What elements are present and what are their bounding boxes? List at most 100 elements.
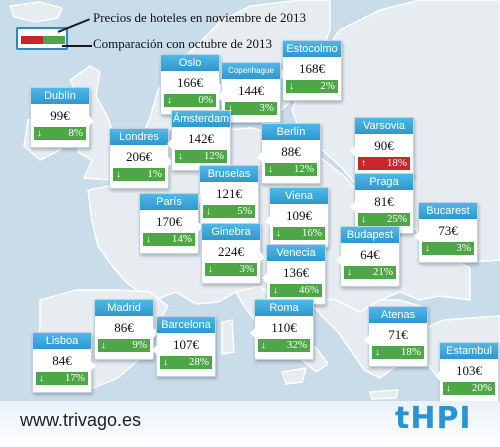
city-name: Barcelona [157,317,215,333]
city-change-bar: ↓ 25% [358,213,410,226]
city-change-percent: 18% [386,157,407,169]
sicily-land [281,367,307,385]
arrow-down-icon: ↓ [101,340,106,351]
city-card-varsovia: Varsovia 90€ ↑ 18% [350,117,414,178]
arrow-down-icon: ↓ [178,151,183,162]
city-change-bar: ↓ 20% [443,382,495,395]
arrow-down-icon: ↓ [361,214,366,225]
arrow-down-icon: ↓ [261,340,266,351]
city-change-percent: 3% [239,263,254,275]
city-price: 206€ [126,149,152,164]
city-price: 88€ [281,144,301,159]
arrow-down-icon: ↓ [167,95,172,106]
city-card-bruselas: Bruselas 121€ ↓ 5% [195,165,259,226]
city-card-bucarest: Bucarest 73€ ↓ 3% [414,202,478,263]
city-name: Dublín [31,88,89,104]
city-price: 168€ [299,61,325,76]
card-pointer [260,252,270,262]
arrow-down-icon: ↓ [289,81,294,92]
card-pointer [409,231,419,241]
city-price: 81€ [374,194,394,209]
city-change-bar: ↓ 17% [36,372,88,385]
city-change-percent: 17% [64,372,85,384]
city-price: 142€ [188,131,214,146]
city-name: Oslo [161,55,219,71]
city-price: 71€ [388,327,408,342]
city-name: Viena [270,188,328,204]
city-card-londres: Londres 206€ ↓ 1% [109,128,173,189]
arrow-down-icon: ↓ [425,243,430,254]
city-card-amsterdam: Ámsterdam 142€ ↓ 12% [167,110,231,171]
city-change-bar: ↓ 18% [372,346,424,359]
city-change-bar: ↓ 2% [286,80,338,93]
arrow-down-icon: ↓ [273,285,278,296]
city-name: Venecia [267,245,325,261]
city-price: 107€ [173,337,199,352]
city-name: Lisboa [33,333,91,349]
city-price: 99€ [50,108,70,123]
legend-increase-swatch [21,36,43,44]
city-name: Budapest [341,227,399,243]
city-change-percent: 1% [147,168,162,180]
city-change-percent: 5% [237,205,252,217]
card-pointer [252,152,262,162]
city-card-paris: París 170€ ↓ 14% [139,193,203,254]
city-price: 166€ [177,75,203,90]
card-pointer [89,116,99,126]
card-pointer [345,146,355,156]
arrow-down-icon: ↓ [146,234,151,245]
legend-price-label: Precios de hoteles en noviembre de 2013 [93,10,306,25]
city-name: Varsovia [355,118,413,134]
city-price: 90€ [374,138,394,153]
card-pointer [212,91,222,101]
arrow-down-icon: ↓ [39,373,44,384]
card-pointer [257,273,267,283]
city-change-percent: 2% [320,80,335,92]
thpi-logo: tHPI [395,401,472,436]
city-name: Estocolmo [283,41,341,57]
city-change-bar: ↓ 9% [98,339,150,352]
city-change-percent: 18% [400,346,421,358]
city-name: Estambul [440,343,498,359]
arrow-down-icon: ↓ [375,347,380,358]
card-pointer [245,328,255,338]
city-price: 224€ [218,244,244,259]
city-card-praga: Praga 81€ ↓ 25% [350,173,414,234]
city-change-bar: ↑ 18% [358,157,410,170]
city-change-bar: ↓ 0% [164,94,216,107]
legend-change-leader [62,45,92,47]
city-card-ginebra: Ginebra 224€ ↓ 3% [201,223,265,284]
city-card-barcelona: Barcelona 107€ ↓ 28% [152,316,216,377]
sardinia-land [221,319,235,355]
city-change-percent: 9% [132,339,147,351]
city-price: 136€ [283,265,309,280]
card-pointer [331,255,341,265]
arrow-down-icon: ↓ [268,164,273,175]
city-name: París [140,194,198,210]
city-change-percent: 3% [259,102,274,114]
city-card-roma: Roma 110€ ↓ 32% [250,299,314,360]
arrow-up-icon: ↑ [361,158,366,169]
card-pointer [168,157,178,167]
city-change-percent: 3% [456,242,471,254]
city-card-copenhague: Copenhague 144€ ↓ 3% [217,62,281,123]
card-pointer [359,335,369,345]
city-change-bar: ↓ 46% [270,284,322,297]
city-price: 110€ [271,320,297,335]
crete-land [369,389,399,400]
city-name: Berlín [262,124,320,140]
city-card-lisboa: Lisboa 84€ ↓ 17% [32,332,96,393]
city-change-percent: 16% [301,227,322,239]
arrow-down-icon: ↓ [347,267,352,278]
city-change-percent: 20% [471,382,492,394]
legend-icon [16,27,68,50]
city-change-bar: ↓ 8% [34,127,86,140]
city-card-venecia: Venecia 136€ ↓ 46% [262,244,326,305]
legend-decrease-swatch [43,36,65,44]
city-change-percent: 0% [198,94,213,106]
city-price: 170€ [156,214,182,229]
city-name: Madrid [95,300,153,316]
city-name: Bucarest [419,203,477,219]
card-pointer [147,345,157,355]
arrow-down-icon: ↓ [208,264,213,275]
